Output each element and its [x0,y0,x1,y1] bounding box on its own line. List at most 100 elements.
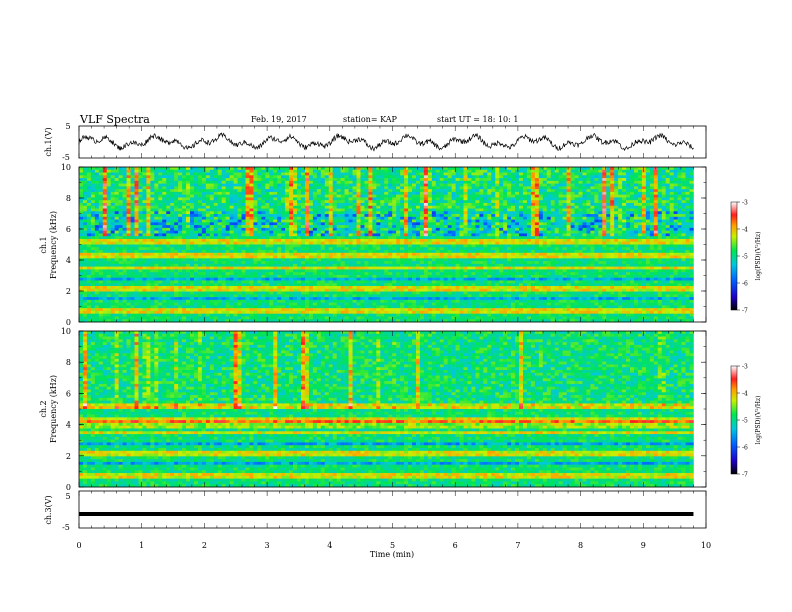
spectrogram-cell [221,186,226,190]
spectrogram-cell [467,214,472,218]
spectrogram-cell [554,241,559,245]
spectrogram-cell [570,175,575,179]
spectrogram-cell [637,225,643,229]
spectrogram-cell [304,225,310,229]
spectrogram-cell [182,172,187,176]
spectrogram-cell [507,189,512,193]
spectrogram-cell [515,169,520,173]
spectrogram-cell [534,189,540,193]
spectrogram-cell [463,178,468,182]
spectrogram-cell [384,178,389,182]
spectrogram-cell [526,211,532,215]
spectrogram-cell [503,197,508,201]
spectrogram-cell [558,183,563,187]
spectrogram-cell [570,172,575,176]
spectrogram-cell [570,180,575,184]
spectrogram-cell [582,175,587,179]
spectrogram-cell [209,230,215,234]
spectrogram-cell [217,241,223,245]
spectrogram-cell [546,247,552,251]
spectrogram-cell [412,172,417,176]
spectrogram-cell [142,200,147,204]
spectrogram-cell [190,205,195,209]
spectrogram-cell [475,222,480,226]
spectrogram-cell [138,216,143,220]
spectrogram-cell [582,214,587,218]
spectrogram-cell [126,216,131,220]
spectrogram-cell [423,247,429,251]
spectrogram-cell [376,205,381,209]
spectrogram-cell [467,175,472,179]
spectrogram-cell [689,194,694,198]
spectrogram-cell [344,230,349,234]
start-time-label: start UT = 18: 10: 1 [437,115,519,124]
spectrogram-cell [495,175,500,179]
spectrogram-cell [304,200,310,204]
spectrogram-cell [392,219,397,223]
spectrogram-cell [634,205,639,209]
spectrogram-cell [257,238,262,243]
spectrogram-cell [574,238,579,243]
spectrogram-cell [503,227,508,231]
spectrogram-cell [562,233,567,237]
spectrogram-cell [487,180,492,184]
spectrogram-cell [182,225,187,229]
spectrogram-cell [665,236,670,240]
spectrogram-cell [439,236,445,240]
spectrogram-cell [253,236,258,240]
spectrogram-cell [384,169,389,173]
spectrogram-cell [554,225,559,229]
spectrogram-cell [233,200,238,204]
spectrogram-cell [471,211,476,215]
spectrogram-cell [261,211,266,215]
spectrogram-cell [645,167,651,171]
spectrogram-cell [606,241,611,245]
spectrogram-cell [673,222,678,226]
spectrogram-cell [332,216,337,220]
spectrogram-cell [170,227,175,231]
spectrogram-cell [340,238,345,243]
spectrogram-cell [566,200,571,204]
spectrogram-cell [316,208,322,212]
spectrogram-cell [515,178,520,182]
spectrogram-cell [594,178,599,182]
spectrogram-cell [562,236,567,240]
spectrogram-cell [201,219,207,223]
spectrogram-cell [122,247,127,251]
spectrogram-cell [364,167,369,171]
spectrogram-cell [590,219,595,223]
spectrogram-cell [384,186,389,190]
spectrogram-cell [423,180,429,184]
spectrogram-cell [451,172,456,176]
spectrogram-cell [146,175,151,179]
spectrogram-cell [364,241,369,245]
spectrogram-cell [261,230,266,234]
spectrogram-cell [201,194,207,198]
spectrogram-cell [249,208,254,212]
spectrogram-cell [388,214,393,218]
spectrogram-cell [182,169,187,173]
spectrogram-cell [419,191,425,195]
spectrogram-cell [523,216,528,220]
spectrogram-cell [186,244,191,248]
spectrogram-cell [217,172,223,176]
spectrogram-cell [376,194,381,198]
spectrogram-cell [114,208,119,212]
spectrogram-cell [221,205,226,209]
spectrogram-cell [273,194,278,198]
spectrogram-cell [301,225,306,229]
spectrogram-cell [618,191,623,195]
spectrogram-cell [681,180,686,184]
spectrogram-cell [586,227,591,231]
spectrogram-cell [412,225,417,229]
spectrogram-cell [289,205,294,209]
spectrogram-cell [479,214,484,218]
spectrogram-cell [602,208,607,212]
spectrogram-cell [364,172,369,176]
spectrogram-cell [475,230,480,234]
spectrogram-cell [550,225,556,229]
spectrogram-cell [257,230,262,234]
spectrogram-cell [419,200,425,204]
spectrogram-cell [602,169,607,173]
spectrogram-cell [669,238,674,243]
